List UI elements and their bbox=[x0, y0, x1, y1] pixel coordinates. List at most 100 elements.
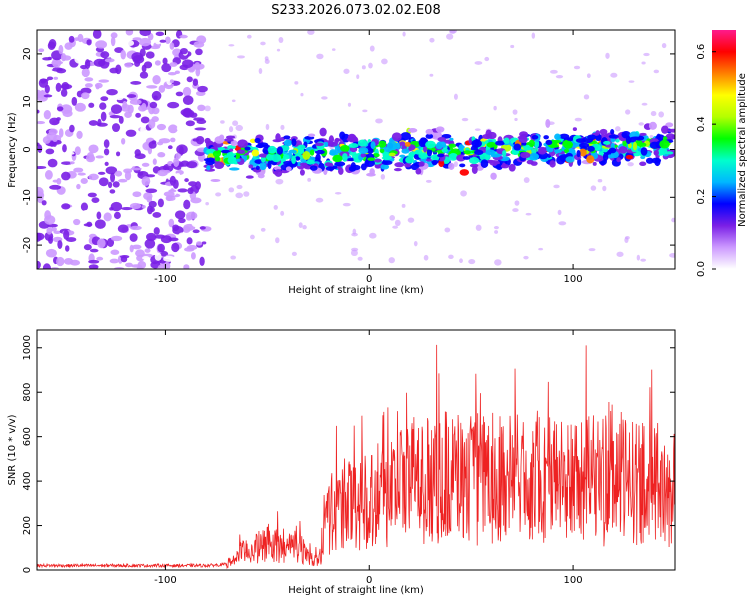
heatmap-cell bbox=[135, 112, 141, 118]
heatmap-cell bbox=[85, 154, 96, 163]
heatmap-cell bbox=[77, 172, 86, 176]
heatmap-cell bbox=[485, 149, 496, 156]
heatmap-cell bbox=[627, 142, 632, 149]
heatmap-cell bbox=[350, 162, 356, 170]
heatmap-cell bbox=[118, 178, 128, 183]
heatmap-cell bbox=[294, 81, 299, 85]
heatmap-cell bbox=[162, 48, 167, 55]
heatmap-cell bbox=[236, 55, 245, 59]
heatmap-cell bbox=[172, 226, 184, 235]
heatmap-cell bbox=[183, 199, 191, 210]
heatmap-cell bbox=[500, 164, 510, 169]
heatmap-cell bbox=[44, 170, 53, 180]
heatmap-cell bbox=[510, 44, 515, 49]
heatmap-cell bbox=[121, 137, 126, 145]
heatmap-cell bbox=[366, 172, 376, 177]
figure-title: S233.2026.073.02.02.E08 bbox=[271, 3, 440, 18]
y-tick-label: 400 bbox=[22, 472, 33, 491]
heatmap-cell bbox=[291, 138, 297, 147]
heatmap-cell bbox=[74, 102, 86, 112]
heatmap-cell bbox=[193, 41, 205, 48]
colorbar-tick-label: 0.2 bbox=[696, 189, 707, 205]
x-tick-label: 0 bbox=[366, 274, 372, 285]
heatmap-cell bbox=[60, 88, 68, 97]
heatmap-cell bbox=[115, 151, 121, 157]
heatmap-cell bbox=[109, 258, 119, 264]
heatmap-cell bbox=[381, 156, 393, 160]
heatmap-cell bbox=[587, 145, 595, 152]
heatmap-cell bbox=[103, 148, 110, 156]
heatmap-cell bbox=[661, 43, 667, 49]
heatmap-cell bbox=[56, 178, 62, 185]
heatmap-cell bbox=[48, 38, 57, 49]
heatmap-cell bbox=[81, 92, 90, 100]
heatmap-cell bbox=[474, 61, 483, 65]
heatmap-cell bbox=[129, 99, 142, 105]
heatmap-cell bbox=[88, 144, 99, 154]
heatmap-cell bbox=[43, 94, 53, 98]
heatmap-cell bbox=[628, 80, 635, 83]
snr-y-label: SNR (10 * v/v) bbox=[7, 414, 18, 485]
heatmap-cell bbox=[196, 119, 207, 125]
heatmap-cell bbox=[152, 211, 162, 218]
heatmap-cell bbox=[602, 185, 607, 192]
heatmap-cell bbox=[60, 53, 67, 62]
heatmap-cell bbox=[81, 67, 90, 78]
heatmap-cell bbox=[643, 52, 650, 57]
heatmap-cell bbox=[73, 167, 84, 173]
heatmap-cell bbox=[141, 176, 151, 187]
heatmap-cell bbox=[572, 127, 577, 131]
heatmap-cell bbox=[512, 109, 518, 115]
heatmap-cell bbox=[60, 161, 73, 165]
heatmap-cell bbox=[418, 138, 428, 148]
heatmap-cell bbox=[120, 89, 126, 98]
heatmap-cell bbox=[149, 101, 158, 109]
heatmap-cell bbox=[89, 248, 99, 253]
heatmap-cell bbox=[230, 255, 237, 260]
heatmap-cell bbox=[260, 41, 266, 46]
heatmap-cell bbox=[110, 32, 118, 39]
heatmap-cell bbox=[414, 149, 423, 155]
heatmap-cell bbox=[369, 45, 375, 52]
heatmap-cell bbox=[513, 143, 522, 151]
heatmap-cell bbox=[164, 36, 171, 45]
heatmap-cell bbox=[285, 166, 292, 172]
heatmap-cell bbox=[259, 162, 267, 171]
heatmap-cell bbox=[37, 232, 42, 242]
heatmap-cell bbox=[375, 118, 383, 124]
heatmap-cell bbox=[512, 208, 519, 213]
heatmap-cell bbox=[449, 137, 454, 141]
heatmap-cell bbox=[51, 67, 64, 72]
heatmap-cell bbox=[370, 141, 376, 150]
heatmap-cell bbox=[158, 138, 171, 144]
heatmap-cell bbox=[96, 256, 104, 261]
heatmap-cell bbox=[76, 234, 83, 240]
heatmap-cell bbox=[131, 244, 142, 250]
heatmap-cell bbox=[577, 158, 582, 166]
heatmap-cell bbox=[69, 161, 75, 165]
heatmap-cell bbox=[437, 153, 445, 158]
heatmap-cell bbox=[418, 161, 425, 167]
heatmap-cell bbox=[645, 157, 654, 164]
heatmap-cell bbox=[228, 187, 235, 193]
colorbar-gradient bbox=[712, 30, 736, 269]
spectrogram-heatmap bbox=[37, 30, 675, 269]
heatmap-cell bbox=[590, 185, 597, 191]
heatmap-cell bbox=[155, 31, 165, 37]
heatmap-cell bbox=[518, 136, 528, 143]
heatmap-cell bbox=[267, 160, 272, 170]
heatmap-cell bbox=[469, 157, 480, 165]
heatmap-cell bbox=[39, 78, 49, 82]
heatmap-cell bbox=[130, 167, 142, 171]
heatmap-cell bbox=[204, 158, 211, 162]
heatmap-cell bbox=[46, 227, 53, 235]
heatmap-cell bbox=[199, 256, 205, 266]
heatmap-cell bbox=[200, 129, 210, 138]
heatmap-cell bbox=[343, 68, 350, 74]
heatmap-cell bbox=[551, 139, 562, 144]
heatmap-cell bbox=[399, 154, 406, 158]
heatmap-cell bbox=[87, 192, 97, 198]
heatmap-cell bbox=[96, 211, 102, 220]
colorbar-tick-label: 0.0 bbox=[696, 261, 707, 277]
heatmap-cell bbox=[235, 192, 244, 199]
